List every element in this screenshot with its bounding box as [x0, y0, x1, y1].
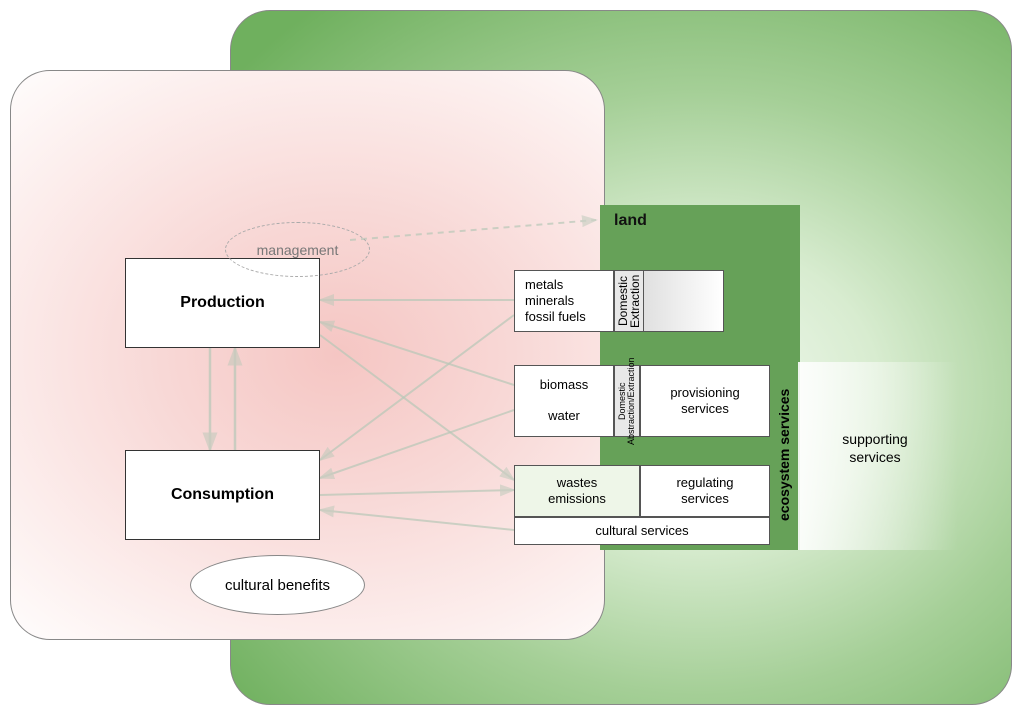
supporting-line2: services: [820, 448, 930, 466]
biomass-line: biomass: [540, 377, 588, 393]
provisioning-line1: provisioning: [670, 385, 739, 401]
cultural-services-label: cultural services: [595, 523, 688, 539]
land-label: land: [614, 212, 647, 230]
provisioning-line2: services: [681, 401, 729, 417]
wastes-line1: wastes: [557, 475, 597, 491]
wastes-emissions-box: wastes emissions: [514, 465, 640, 517]
regulating-line2: services: [681, 491, 729, 507]
materials-line2: minerals: [525, 293, 574, 309]
materials-box: metals minerals fossil fuels: [514, 270, 614, 332]
provisioning-services-box: provisioning services: [640, 365, 770, 437]
domestic-extraction-fade: [644, 270, 724, 332]
wastes-line2: emissions: [548, 491, 606, 507]
supporting-services-label: supporting services: [820, 430, 930, 466]
materials-line1: metals: [525, 277, 563, 293]
management-ellipse: management: [225, 222, 370, 277]
domestic-abstraction-label: Domestic Abstraction/Extraction: [615, 367, 639, 435]
cultural-services-box: cultural services: [514, 517, 770, 545]
cultural-benefits-ellipse: cultural benefits: [190, 555, 365, 615]
materials-line3: fossil fuels: [525, 309, 586, 325]
domestic-extraction-label: Domestic Extraction: [616, 272, 642, 330]
regulating-line1: regulating: [676, 475, 733, 491]
ecosystem-services-label: ecosystem services: [772, 367, 796, 543]
biomass-water-box: biomass water: [514, 365, 614, 437]
regulating-services-box: regulating services: [640, 465, 770, 517]
water-line: water: [548, 408, 580, 424]
supporting-line1: supporting: [820, 430, 930, 448]
socioeconomic-system-panel: [10, 70, 605, 640]
consumption-box: Consumption: [125, 450, 320, 540]
